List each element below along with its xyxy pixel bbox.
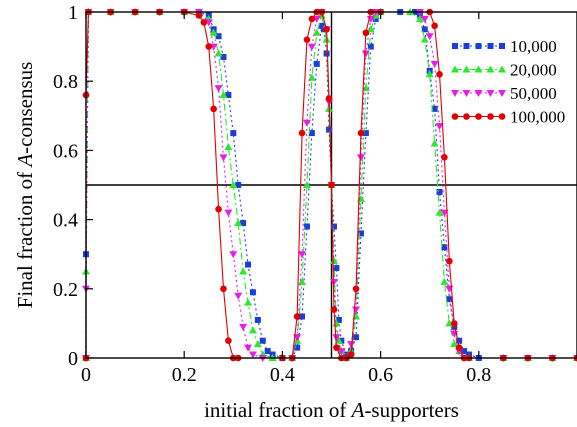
data-point [421, 36, 429, 43]
data-point [437, 189, 443, 195]
legend-marker [452, 113, 459, 120]
data-point [255, 317, 261, 323]
data-point [451, 320, 458, 327]
data-point [298, 278, 306, 285]
legend-marker [487, 113, 494, 120]
data-point [314, 61, 320, 67]
data-point [358, 130, 365, 137]
data-point [215, 85, 223, 92]
data-point [333, 344, 340, 351]
data-point [249, 326, 257, 333]
data-point [331, 306, 338, 313]
data-point [431, 23, 438, 30]
data-point [294, 313, 301, 320]
data-point [245, 262, 251, 268]
legend-marker [476, 43, 482, 49]
x-tick-label: 0.4 [270, 364, 295, 386]
legend-marker [498, 90, 506, 97]
y-tick-label: 0 [68, 348, 78, 370]
data-point [229, 251, 237, 258]
data-point [308, 74, 316, 81]
legend-marker [498, 66, 506, 73]
data-point [224, 143, 232, 150]
legend-label: 10,000 [510, 37, 557, 56]
data-point [436, 71, 443, 78]
y-tick-label: 0.4 [53, 210, 78, 232]
data-point [323, 26, 330, 33]
data-point [441, 154, 448, 161]
x-tick-label: 0.2 [172, 364, 197, 386]
data-point [220, 286, 227, 293]
x-axis-label: initial fraction of A-supporters [204, 398, 459, 422]
legend-marker [451, 90, 459, 97]
data-point [299, 130, 306, 137]
legend-marker [452, 43, 458, 49]
y-axis-label-before: Final fraction of [13, 167, 37, 309]
data-point [205, 43, 212, 50]
legend-marker [464, 43, 470, 49]
x-axis-label-after: -supporters [364, 398, 458, 422]
data-point [353, 334, 359, 340]
legend-label: 20,000 [510, 61, 557, 80]
x-axis-label-before: initial fraction of [204, 398, 352, 422]
data-point [426, 33, 434, 40]
data-point [244, 345, 252, 352]
y-axis-label-after: -consensus [13, 62, 37, 154]
data-point [456, 344, 463, 351]
legend-marker [475, 113, 482, 120]
y-tick-label: 1 [68, 2, 78, 24]
data-point [230, 130, 236, 136]
data-point [431, 61, 439, 68]
legend-marker [499, 113, 506, 120]
data-point [244, 299, 252, 306]
data-point [234, 293, 242, 300]
y-axis-label: Final fraction of A-consensus [13, 62, 37, 309]
legend-label: 50,000 [510, 84, 557, 103]
legend-marker [463, 113, 470, 120]
data-point [250, 289, 256, 295]
data-point [348, 351, 355, 358]
data-point [446, 258, 453, 265]
data-point [196, 12, 203, 19]
y-tick-label: 0.2 [53, 279, 78, 301]
legend-marker [463, 90, 471, 97]
data-point [260, 338, 266, 344]
data-point [347, 341, 355, 348]
legend: 10,000 20,000 50,000 100,000 [451, 37, 565, 127]
y-tick-label: 0.8 [53, 71, 78, 93]
data-point [219, 154, 227, 161]
x-tick-label: 0.6 [368, 364, 393, 386]
data-point [309, 16, 316, 23]
data-point [201, 19, 208, 26]
data-point [224, 210, 232, 217]
data-point [225, 337, 232, 344]
data-point [215, 206, 222, 213]
legend-marker [463, 66, 471, 73]
data-point [239, 324, 247, 331]
data-point [357, 195, 365, 202]
legend-marker [499, 43, 505, 49]
data-point [215, 50, 223, 57]
x-axis-label-italic: A [350, 398, 365, 422]
data-point [326, 95, 333, 102]
data-point [326, 127, 332, 133]
y-tick-label: 0.6 [53, 140, 78, 162]
data-point [304, 36, 311, 43]
x-tick-label: 0.8 [466, 364, 491, 386]
data-point [210, 106, 217, 113]
data-point [357, 154, 365, 161]
data-point [363, 29, 370, 36]
y-axis-label-italic: A [13, 154, 37, 169]
data-point [353, 286, 360, 293]
data-point [431, 139, 439, 146]
x-tick-label: 0 [81, 364, 91, 386]
data-point [328, 182, 335, 189]
data-point [239, 268, 247, 275]
legend-label: 100,000 [510, 108, 565, 127]
data-point [352, 307, 360, 314]
legend-marker [488, 43, 494, 49]
legend-marker [487, 90, 495, 97]
